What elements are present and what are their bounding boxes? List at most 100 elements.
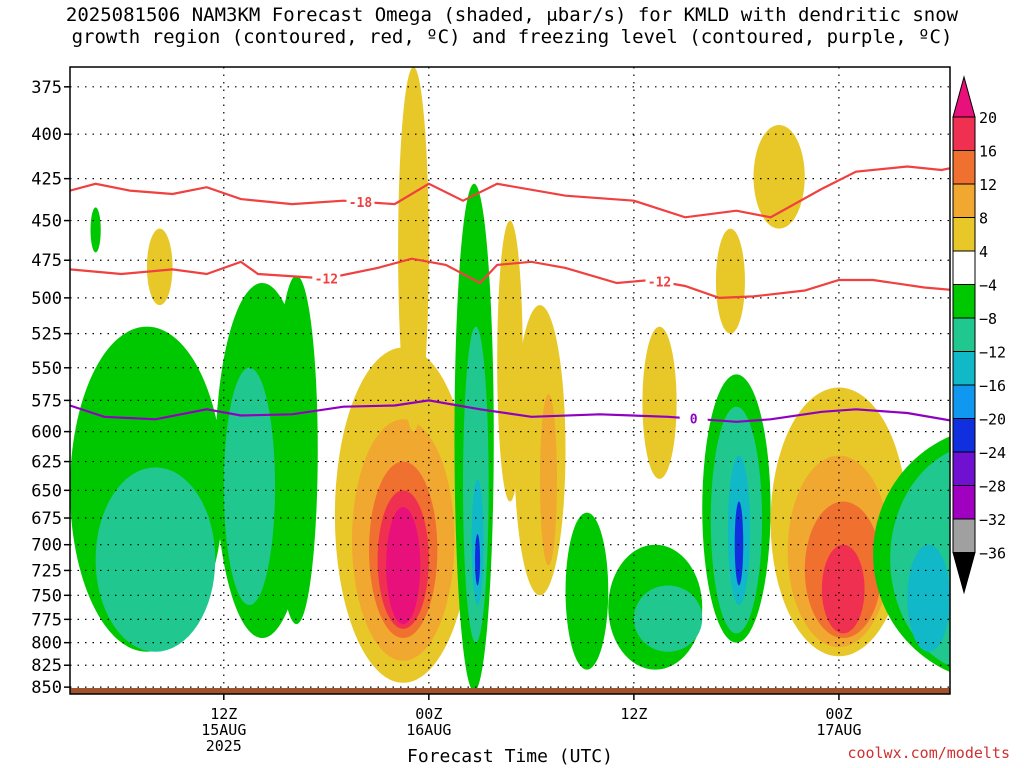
colorbar-label-0: 20 [979,109,997,127]
colorbar-band-3 [952,217,976,252]
colorbar-band-5 [952,284,976,319]
colorbar-label-4: 4 [979,243,988,261]
isotherm-label-bg-2-0 [679,410,708,426]
isotherm-label-2-0: 0 [690,413,698,428]
temperature-contours: -18-18-12-12-1200 [70,155,1024,428]
y-tick-label-400: 400 [31,125,62,145]
y-tick-label-650: 650 [31,481,62,501]
omega-cell-1 [95,467,216,652]
colorbar-label-5: −4 [979,277,997,295]
x-tick-label-1-1: 16AUG [406,721,451,739]
y-tick-label-475: 475 [31,251,62,271]
title-line-2: growth region (contoured, red, ºC) and f… [71,26,953,48]
y-tick-label-775: 775 [31,610,62,630]
omega-cell-19 [539,393,557,566]
x-tick-label-0-1: 15AUG [201,721,246,739]
x-tick-label-3-1: 17AUG [816,721,861,739]
y-tick-label-425: 425 [31,170,62,190]
colorbar-top-arrow [952,75,976,118]
colorbar-bottom-arrow [952,552,976,595]
chart-title: 2025081506 NAM3KM Forecast Omega (shaded… [0,4,1024,48]
isotherm-label-0-0: -18 [349,196,373,211]
y-tick-label-725: 725 [31,561,62,581]
isotherm-1 [70,257,950,300]
omega-cell-28 [715,228,745,334]
ground-surface [70,688,950,694]
omega-cell-4 [275,275,318,625]
y-tick-label-500: 500 [31,289,62,309]
omega-cell-5 [90,207,101,253]
isotherm-2 [70,399,950,423]
y-tick-label-600: 600 [31,423,62,443]
x-tick-label-3-0: 00Z [825,705,852,723]
colorbar-label-1: 16 [979,143,997,161]
colorbar-band-8 [952,384,976,419]
colorbar-band-12 [952,518,976,553]
isotherm-label-0-1: -18 [1003,157,1024,172]
omega-cell-16 [474,534,481,586]
colorbar-label-3: 8 [979,210,988,228]
colorbar-band-11 [952,485,976,520]
y-tick-label-750: 750 [31,586,62,606]
colorbar-label-11: −28 [979,478,1006,496]
colorbar-band-0 [952,116,976,151]
isotherm-0 [70,165,950,219]
colorbar-label-7: −12 [979,344,1006,362]
x-axis-label: Forecast Time (UTC) [407,746,613,767]
omega-cell-20 [565,512,609,670]
omega-cell-6 [146,228,173,306]
y-tick-label-850: 850 [31,678,62,698]
y-tick-label-575: 575 [31,391,62,411]
colorbar-band-7 [952,351,976,386]
colorbar-label-9: −20 [979,411,1006,429]
omega-cell-12 [398,67,429,432]
x-tick-label-0-0: 12Z [210,705,237,723]
omega-cell-11 [386,507,421,625]
x-tick-label-2-0: 12Z [620,705,647,723]
colorbar-label-12: −32 [979,511,1006,529]
omega-shading [70,67,950,692]
y-tick-label-525: 525 [31,325,62,345]
isotherm-label-bg-1-1 [645,273,674,289]
y-tick-label-375: 375 [31,78,62,98]
y-tick-label-625: 625 [31,453,62,473]
plot-frame [69,66,951,695]
colorbar-band-4 [952,250,976,285]
colorbar-band-2 [952,183,976,218]
isotherm-label-1-1: -12 [648,276,671,291]
isotherm-label-1-0: -12 [315,273,338,288]
y-tick-label-800: 800 [31,634,62,654]
colorbar-band-9 [952,418,976,453]
isotherm-label-bg-1-0 [312,270,341,286]
omega-cell-18 [514,305,566,596]
title-line-1: 2025081506 NAM3KM Forecast Omega (shaded… [65,4,959,26]
colorbar-band-1 [952,150,976,185]
isotherm-label-bg-0-0 [346,193,375,209]
omega-cell-3 [223,367,276,606]
colorbar-band-10 [952,451,976,486]
y-tick-label-825: 825 [31,656,62,676]
colorbar-label-10: −24 [979,444,1006,462]
colorbar-label-2: 12 [979,176,997,194]
omega-cell-22 [633,585,703,652]
y-tick-label-550: 550 [31,359,62,379]
colorbar-label-13: −36 [979,545,1006,563]
omega-cell-27 [734,501,744,586]
y-axis: 375 400 425 450 475 500 525 550 575 600 625 650 675 7… [31,78,70,698]
colorbar: 20 16 12 8 4 −4 −8 −12 −16 −20 −24 −28 −32 −36 [952,75,1006,595]
omega-cell-29 [753,124,805,229]
y-tick-label-700: 700 [31,536,62,556]
y-tick-label-675: 675 [31,509,62,529]
y-tick-label-450: 450 [31,212,62,232]
omega-cell-36 [907,544,950,652]
colorbar-band-6 [952,317,976,352]
isotherm-label-bg-0-1 [1001,155,1024,170]
colorbar-label-6: −8 [979,310,997,328]
omega-cell-23 [642,326,677,479]
credit-text: coolwx.com/modelts [847,744,1010,762]
colorbar-label-8: −16 [979,377,1006,395]
x-tick-label-1-0: 00Z [415,705,442,723]
omega-cell-33 [821,544,865,634]
